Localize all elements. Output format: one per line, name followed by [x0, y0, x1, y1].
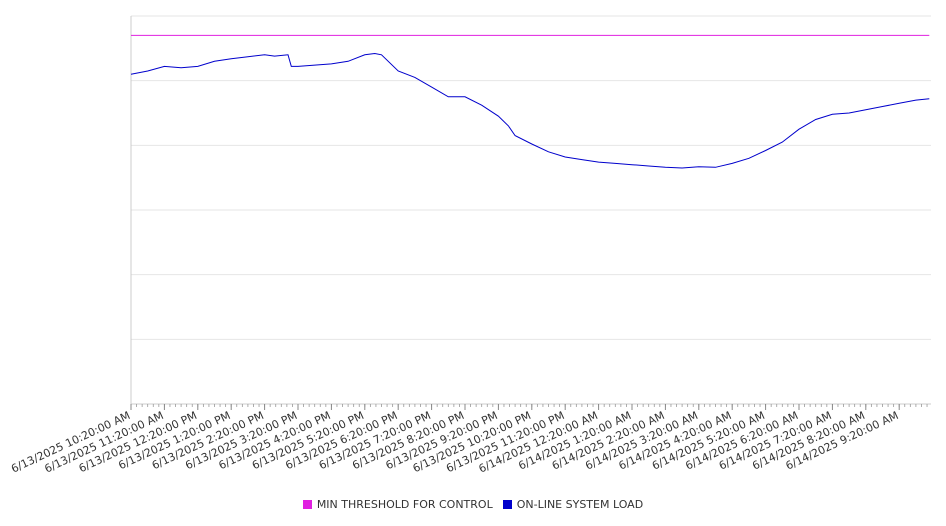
legend-swatch-system-load	[502, 500, 512, 509]
legend: MIN THRESHOLD FOR CONTROL ON-LINE SYSTEM…	[0, 498, 946, 511]
legend-label-system-load: ON-LINE SYSTEM LOAD	[516, 498, 644, 511]
legend-swatch-threshold	[302, 500, 312, 509]
legend-label-threshold: MIN THRESHOLD FOR CONTROL	[316, 498, 493, 511]
x-tick-labels: 6/13/2025 10:20:00 AM6/13/2025 11:20:00 …	[9, 409, 900, 476]
legend-item-threshold[interactable]: MIN THRESHOLD FOR CONTROL	[302, 498, 493, 511]
grid-lines	[131, 15, 931, 340]
legend-item-system-load[interactable]: ON-LINE SYSTEM LOAD	[502, 498, 644, 511]
system-load-line	[130, 52, 930, 169]
x-major-ticks	[130, 404, 900, 410]
series-layer	[130, 34, 930, 169]
